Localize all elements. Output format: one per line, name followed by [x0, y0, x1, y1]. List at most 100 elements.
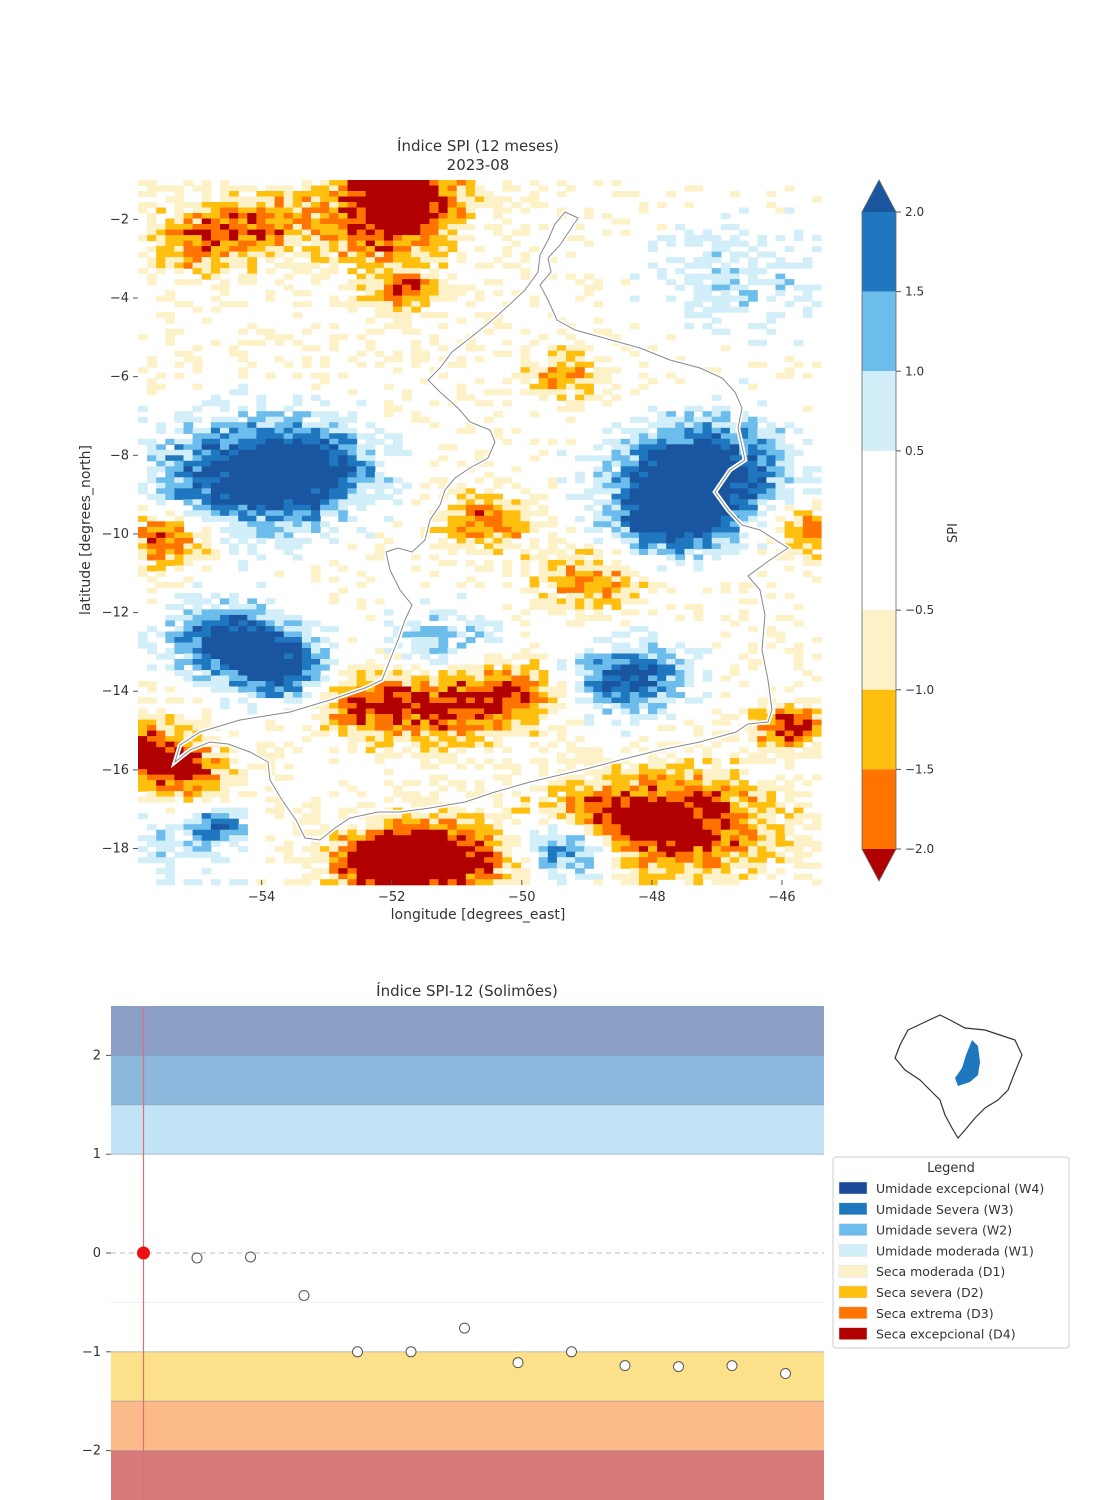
spi-cell — [438, 482, 449, 489]
spi-cell — [338, 185, 349, 192]
spi-cell — [229, 730, 239, 737]
spi-cell — [138, 251, 148, 258]
spi-cell — [438, 251, 449, 258]
spi-cell — [402, 692, 412, 699]
spi-cell — [356, 251, 367, 258]
spi-cell — [174, 554, 185, 561]
spi-cell — [292, 692, 303, 699]
spi-cell — [657, 807, 667, 814]
spi-cell — [638, 433, 649, 440]
spi-cell — [538, 769, 549, 776]
spi-cell — [138, 367, 148, 374]
spi-cell — [201, 438, 212, 445]
spi-cell — [684, 857, 695, 864]
spi-cell — [802, 714, 813, 721]
spi-cell — [638, 460, 649, 467]
spi-cell — [210, 758, 221, 765]
spi-cell — [638, 736, 649, 743]
spi-cell — [520, 587, 531, 594]
spi-cell — [192, 620, 203, 627]
spi-cell — [402, 257, 412, 264]
spi-cell — [766, 818, 777, 825]
spi-cell — [265, 609, 276, 616]
spi-cell — [474, 631, 485, 638]
spi-cell — [156, 879, 166, 886]
spi-cell — [447, 868, 458, 875]
spi-cell — [183, 444, 194, 451]
spi-cell — [648, 609, 658, 616]
spi-cell — [201, 213, 212, 220]
spi-cell — [292, 400, 303, 407]
spi-cell — [347, 449, 358, 456]
spi-cell — [192, 185, 203, 192]
spi-cell — [183, 416, 194, 423]
spi-cell — [484, 416, 494, 423]
spi-cell — [493, 521, 503, 528]
spi-cell — [657, 268, 667, 275]
spi-cell — [629, 548, 640, 556]
spi-cell — [292, 449, 303, 456]
spi-cell — [365, 802, 376, 809]
spi-cell — [648, 851, 658, 858]
spi-cell — [338, 202, 349, 209]
spi-cell — [766, 592, 777, 600]
spi-cell — [292, 372, 303, 379]
spi-cell — [265, 637, 276, 644]
spi-cell — [138, 405, 148, 412]
spi-cell — [402, 675, 412, 682]
spi-cell — [429, 763, 440, 770]
spi-cell — [465, 543, 476, 550]
spi-cell — [629, 824, 640, 831]
spi-cell — [256, 246, 267, 253]
spi-cell — [739, 807, 749, 814]
spi-cell — [210, 631, 221, 638]
spi-cell — [766, 460, 777, 467]
spi-cell — [438, 614, 449, 622]
spi-cell — [529, 725, 540, 732]
spi-cell — [292, 686, 303, 693]
spi-cell — [629, 670, 640, 677]
spi-cell — [766, 488, 777, 495]
spi-cell — [156, 224, 166, 231]
spi-cell — [338, 433, 349, 440]
spi-cell — [374, 262, 385, 269]
spi-cell — [174, 416, 185, 423]
spi-cell — [402, 631, 412, 638]
spi-cell — [329, 714, 339, 721]
spi-cell — [611, 482, 622, 489]
spi-cell — [693, 857, 704, 864]
spi-cell — [393, 367, 403, 374]
spi-cell — [793, 714, 804, 721]
spi-cell — [320, 207, 330, 214]
spi-cell — [456, 213, 467, 220]
spi-cell — [438, 312, 449, 319]
spi-cell — [247, 670, 258, 677]
spi-cell — [311, 460, 321, 467]
spi-cell — [793, 659, 804, 666]
spi-cell — [629, 598, 640, 605]
spi-cell — [648, 262, 658, 269]
spi-cell — [693, 510, 704, 517]
spi-cell — [210, 477, 221, 484]
spi-cell — [192, 207, 203, 214]
spi-cell — [666, 482, 676, 489]
spi-cell — [602, 356, 613, 363]
spi-cell — [338, 240, 349, 247]
spi-cell — [520, 196, 531, 203]
spi-cell — [575, 345, 585, 352]
spi-cell — [438, 862, 449, 869]
spi-cell — [620, 218, 631, 225]
spi-cell — [165, 290, 176, 297]
spi-cell — [156, 769, 166, 776]
spi-cell — [629, 323, 640, 330]
spi-cell — [784, 592, 795, 600]
spi-cell — [739, 411, 749, 418]
spi-cell — [210, 416, 221, 423]
spi-cell — [174, 603, 185, 611]
spi-cell — [566, 758, 576, 765]
spi-cell — [593, 301, 604, 308]
spi-cell — [192, 879, 203, 886]
spi-cell — [429, 752, 440, 759]
spi-cell — [365, 180, 376, 187]
spi-cell — [292, 510, 303, 517]
